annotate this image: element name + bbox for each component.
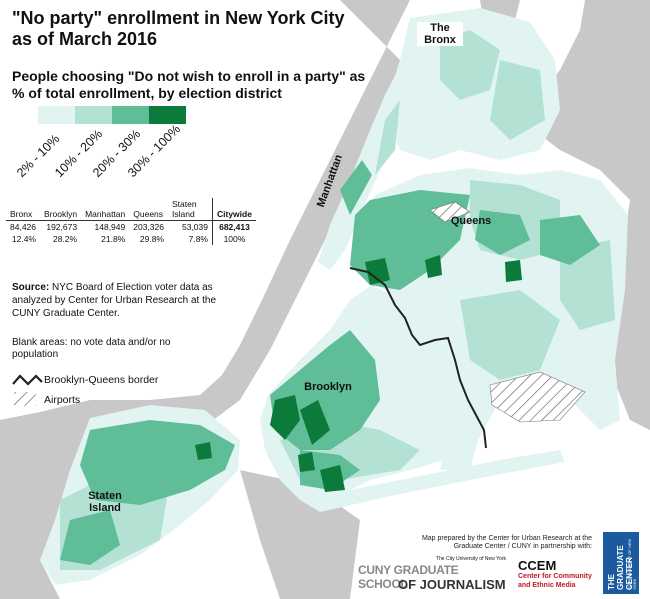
gc-logo-sub: CITY UNIVERSITY OF NEW YORK — [627, 538, 637, 590]
legend-airport-sample — [14, 392, 36, 406]
graduate-center-logo: THE GRADUATE CENTER CITY UNIVERSITY OF N… — [603, 532, 639, 594]
table-row-counts: 84,426 192,673 148,949 203,326 53,039 68… — [6, 220, 256, 233]
borough-label-queens: Queens — [450, 215, 492, 227]
journalism-logo-small: The City University of New York — [435, 556, 506, 562]
legend-swatch-30-100 — [149, 106, 186, 124]
table-cell-citywide: 100% — [211, 233, 256, 245]
table-cell: 53,039 — [181, 222, 208, 232]
table-header-row: Bronx Brooklyn Manhattan Queens Staten I… — [6, 198, 256, 221]
borough-label-staten-island: Staten Island — [88, 490, 122, 514]
map-title: "No party" enrollment in New York City a… — [12, 8, 345, 49]
borough-label-bronx: The Bronx — [417, 22, 463, 46]
table-cell: 29.8% — [139, 234, 164, 244]
legend-swatch-20-30 — [112, 106, 149, 124]
blank-areas-note: Blank areas: no vote data and/or no popu… — [12, 337, 171, 360]
ccem-logo-line2: and Ethnic Media — [518, 582, 576, 589]
credit-note: Map prepared by the Center for Urban Res… — [421, 535, 592, 550]
tier-30-100 — [195, 255, 522, 492]
source-note: Source: NYC Board of Election voter data… — [12, 281, 242, 320]
table-cell: 148,949 — [94, 222, 126, 232]
journalism-logo-line1: CUNY GRADUATE SCHOOL — [358, 563, 459, 591]
brooklyn-queens-border — [349, 267, 487, 449]
legend-border-line-sample — [12, 374, 43, 386]
table-cell: 21.8% — [101, 234, 126, 244]
table-cell: 203,326 — [133, 222, 164, 232]
table-header: Brooklyn — [40, 198, 82, 221]
jfk-airport — [489, 371, 586, 423]
table-header-citywide: Citywide — [211, 198, 256, 221]
source-text: NYC Board of Election voter data as anal… — [12, 282, 216, 319]
airports — [429, 201, 586, 423]
ccem-logo-line1: Center for Community — [518, 573, 592, 580]
laguardia-airport — [429, 201, 471, 223]
table-header: Queens — [129, 198, 168, 221]
table-cell: 12.4% — [11, 234, 36, 244]
table-header: Staten Island — [167, 198, 213, 221]
map-subtitle: People choosing "Do not wish to enroll i… — [12, 68, 366, 101]
table-cell-citywide: 682,413 — [211, 220, 256, 233]
enrollment-table: Bronx Brooklyn Manhattan Queens Staten I… — [6, 198, 256, 245]
rockaway-shape — [300, 450, 565, 512]
ccem-logo: CCEM Center for Community and Ethnic Med… — [514, 556, 596, 592]
legend-swatch-10-20 — [75, 106, 112, 124]
legend-swatch-2-10 — [38, 106, 75, 124]
table-cell: 28.2% — [52, 234, 78, 244]
table-header: Manhattan — [81, 198, 130, 221]
source-label: Source: — [12, 282, 50, 293]
table-cell: 192,673 — [46, 222, 78, 232]
border-legend-label: Brooklyn-Queens border — [44, 374, 159, 386]
table-cell: 84,426 — [10, 222, 36, 232]
cuny-journalism-logo: The City University of New York CUNY GRA… — [358, 556, 508, 592]
table-cell: 7.8% — [188, 234, 208, 244]
borough-label-brooklyn: Brooklyn — [304, 381, 352, 393]
ccem-logo-name: CCEM — [518, 558, 557, 573]
table-header: Bronx — [6, 198, 40, 221]
table-row-percents: 12.4% 28.2% 21.8% 29.8% 7.8% 100% — [6, 233, 256, 245]
journalism-logo-line2: OF JOURNALISM — [398, 577, 506, 592]
airports-legend-label: Airports — [44, 394, 81, 406]
